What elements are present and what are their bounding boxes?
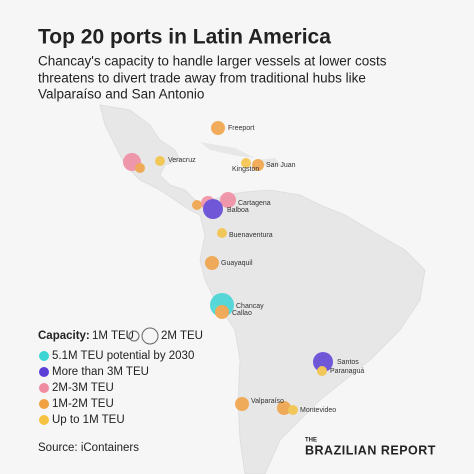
port-label: Guayaquil (221, 260, 253, 267)
port-bubble (277, 401, 291, 415)
legend-size-label: 2M TEU (161, 330, 203, 342)
legend-label: Up to 1M TEU (52, 414, 125, 426)
cuba (200, 142, 255, 158)
port-label: San Juan (266, 162, 296, 169)
legend-swatch (39, 351, 49, 361)
title: Top 20 ports in Latin America (38, 26, 331, 49)
port-label: Callao (232, 310, 252, 317)
port-bubble (135, 163, 145, 173)
port-label: Cartagena (238, 200, 271, 207)
subtitle: Chancay's capacity to handle larger vess… (38, 54, 387, 69)
land (99, 104, 426, 474)
legend-size-label: 1M TEU (92, 330, 134, 342)
logo: BRAZILIAN REPORT (305, 443, 436, 457)
port-bubble (203, 199, 223, 219)
port-bubble (192, 200, 202, 210)
subtitle: threatens to divert trade away from trad… (38, 71, 366, 86)
port-bubble (241, 158, 251, 168)
port-bubble (252, 159, 264, 171)
legend-heading: Capacity: (38, 330, 90, 342)
hispaniola (258, 158, 282, 166)
port-bubble (235, 397, 249, 411)
port-label: Chancay (236, 303, 264, 310)
port-label: Santos (337, 359, 359, 366)
subtitle: Valparaíso and San Antonio (38, 87, 204, 102)
legend-size-circle (128, 330, 140, 342)
legend-swatch (39, 367, 49, 377)
legend-swatch (39, 383, 49, 393)
port-bubble (217, 228, 227, 238)
legend-label: More than 3M TEU (52, 366, 149, 378)
port-bubble (220, 192, 236, 208)
port-bubble (211, 121, 225, 135)
legend-label: 2M-3M TEU (52, 382, 114, 394)
port-bubble (313, 352, 333, 372)
port-bubble (317, 366, 327, 376)
port-label: Buenaventura (229, 232, 273, 239)
port-label: Balboa (227, 207, 249, 214)
port-bubble (288, 405, 298, 415)
legend-label: 5.1M TEU potential by 2030 (52, 350, 194, 362)
port-bubble (155, 156, 165, 166)
legend-label: 1M-2M TEU (52, 398, 114, 410)
legend-swatch (39, 415, 49, 425)
port-label: Montevideo (300, 407, 336, 414)
logo-small: THE (305, 438, 317, 444)
port-label: Valparaíso (251, 398, 284, 405)
port-label: Paranaguá (330, 368, 364, 375)
port-label: Freeport (228, 125, 255, 132)
port-label: Veracruz (168, 157, 196, 164)
source: Source: iContainers (38, 442, 139, 454)
legend-swatch (39, 399, 49, 409)
legend-size-circle (141, 327, 159, 345)
port-label: Kingston (232, 166, 259, 173)
port-bubble (215, 305, 229, 319)
port-bubble (205, 256, 219, 270)
